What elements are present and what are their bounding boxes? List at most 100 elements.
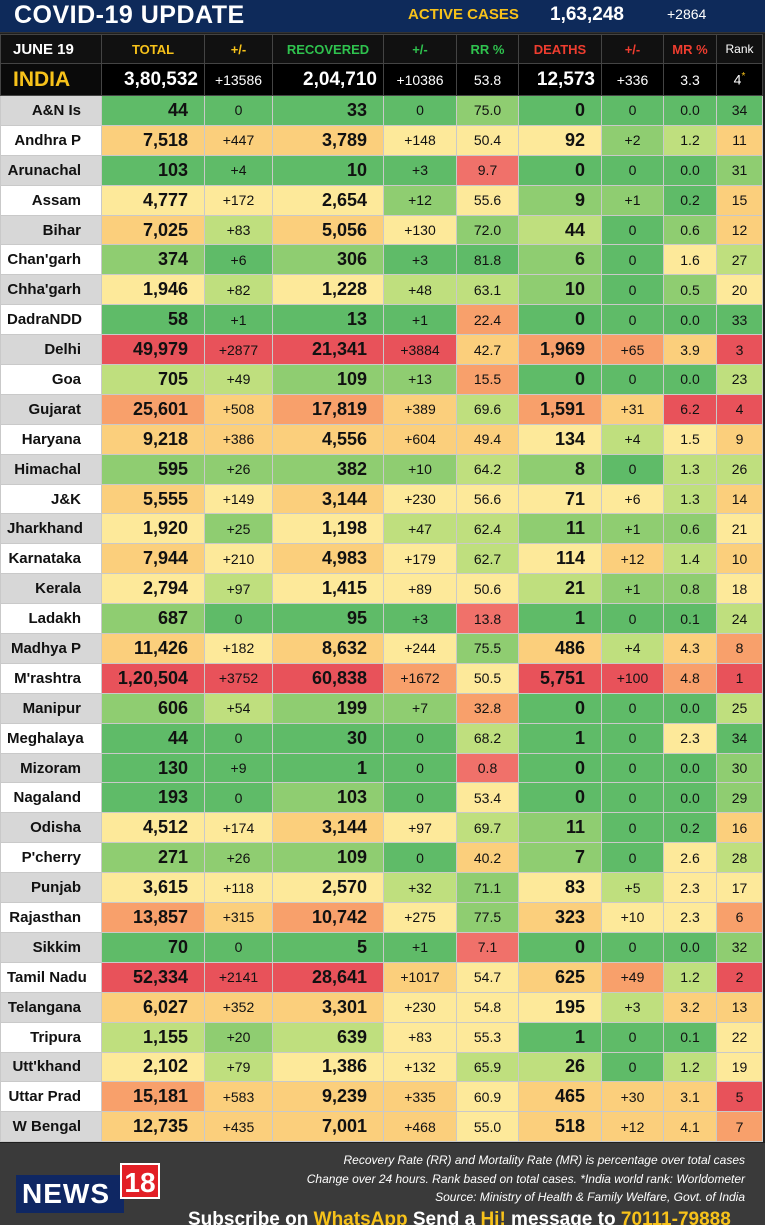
state-recovered-delta: +48: [383, 274, 457, 306]
state-mr: 1.2: [663, 124, 717, 156]
state-rr: 63.1: [456, 274, 519, 306]
state-mr: 2.3: [663, 872, 717, 904]
state-recovered-delta: +335: [383, 1081, 457, 1113]
india-total-delta: +13586: [204, 63, 273, 96]
state-deaths-delta: 0: [601, 812, 664, 844]
state-recovered: 109: [272, 364, 384, 395]
state-row: Himachal 595 +26 382 +10 64.2 8 0 1.3 26: [0, 453, 763, 485]
state-name: Nagaland: [0, 782, 102, 814]
state-total-delta: +315: [204, 902, 273, 933]
state-rank: 14: [716, 483, 763, 515]
state-rr: 62.4: [456, 513, 519, 545]
state-deaths: 9: [518, 184, 602, 216]
state-deaths: 0: [518, 364, 602, 395]
state-recovered-delta: +3: [383, 244, 457, 276]
state-name: DadraNDD: [0, 304, 102, 336]
state-row: Utt'khand 2,102 +79 1,386 +132 65.9 26 0 1.2 19: [0, 1051, 763, 1083]
title-bar: COVID-19 UPDATE ACTIVE CASES 1,63,248 +2…: [0, 0, 765, 33]
whatsapp-link[interactable]: WhatsApp: [313, 1209, 408, 1225]
news18-logo: NEWS 18: [16, 1163, 160, 1213]
state-rank: 9: [716, 423, 763, 455]
state-rr: 15.5: [456, 364, 519, 395]
state-deaths: 195: [518, 991, 602, 1023]
state-deaths: 71: [518, 483, 602, 515]
state-total-delta: +79: [204, 1051, 273, 1083]
state-rr: 68.2: [456, 722, 519, 754]
state-rr: 50.5: [456, 662, 519, 694]
state-deaths: 83: [518, 872, 602, 904]
state-rr: 9.7: [456, 154, 519, 186]
india-row: INDIA 3,80,532 +13586 2,04,710 +10386 53…: [0, 63, 763, 96]
state-total: 193: [101, 782, 205, 814]
state-total: 1,920: [101, 513, 205, 545]
state-deaths-delta: +3: [601, 991, 664, 1023]
footnote-source: Source: Ministry of Health & Family Welf…: [435, 1190, 745, 1204]
state-mr: 1.6: [663, 244, 717, 276]
state-deaths-delta: +4: [601, 423, 664, 455]
state-rr: 56.6: [456, 483, 519, 515]
state-total-delta: +25: [204, 513, 273, 545]
state-rank: 22: [716, 1021, 763, 1053]
state-rank: 28: [716, 842, 763, 874]
state-deaths-delta: +5: [601, 872, 664, 904]
state-mr: 3.1: [663, 1081, 717, 1113]
total-delta-header: +/-: [204, 34, 273, 64]
state-recovered: 1: [272, 752, 384, 784]
state-row: Mizoram 130 +9 1 0 0.8 0 0 0.0 30: [0, 752, 763, 784]
state-mr: 1.4: [663, 543, 717, 575]
state-table: JUNE 19 TOTAL +/- RECOVERED +/- RR % DEA…: [0, 34, 763, 1143]
state-deaths-delta: +31: [601, 393, 664, 425]
state-total-delta: +6: [204, 244, 273, 276]
state-deaths-delta: +12: [601, 543, 664, 575]
state-total-delta: +172: [204, 184, 273, 216]
state-row: Chha'garh 1,946 +82 1,228 +48 63.1 10 0 0.5 20: [0, 274, 763, 306]
state-mr: 2.3: [663, 722, 717, 754]
state-rr: 13.8: [456, 603, 519, 635]
state-deaths: 1: [518, 1021, 602, 1053]
state-deaths: 0: [518, 782, 602, 814]
state-deaths-delta: 0: [601, 95, 664, 126]
state-deaths: 44: [518, 214, 602, 246]
state-recovered: 3,301: [272, 991, 384, 1023]
state-mr: 0.2: [663, 812, 717, 844]
state-recovered-delta: +389: [383, 393, 457, 425]
state-deaths: 0: [518, 154, 602, 186]
state-row: Odisha 4,512 +174 3,144 +97 69.7 11 0 0.2 16: [0, 812, 763, 844]
state-name: Delhi: [0, 334, 102, 366]
state-deaths-delta: 0: [601, 364, 664, 395]
state-total-delta: +386: [204, 423, 273, 455]
state-rank: 4: [716, 393, 763, 425]
state-recovered: 2,654: [272, 184, 384, 216]
state-rank: 24: [716, 603, 763, 635]
state-row: DadraNDD 58 +1 13 +1 22.4 0 0 0.0 33: [0, 304, 763, 336]
state-mr: 0.2: [663, 184, 717, 216]
state-total: 7,025: [101, 214, 205, 246]
state-rr: 53.4: [456, 782, 519, 814]
state-name: Haryana: [0, 423, 102, 455]
state-rr: 50.6: [456, 573, 519, 605]
state-deaths-delta: 0: [601, 603, 664, 635]
state-rank: 23: [716, 364, 763, 395]
state-mr: 0.0: [663, 752, 717, 784]
state-deaths: 0: [518, 931, 602, 963]
state-rank: 2: [716, 961, 763, 993]
state-name: P'cherry: [0, 842, 102, 874]
state-mr: 0.6: [663, 513, 717, 545]
state-name: M'rashtra: [0, 662, 102, 694]
state-rr: 32.8: [456, 692, 519, 724]
state-total-delta: +9: [204, 752, 273, 784]
state-rank: 7: [716, 1111, 763, 1143]
india-total: 3,80,532: [101, 63, 205, 96]
state-deaths-delta: +6: [601, 483, 664, 515]
whatsapp-number[interactable]: 70111-79888: [620, 1209, 731, 1225]
state-recovered: 1,198: [272, 513, 384, 545]
state-rr: 72.0: [456, 214, 519, 246]
active-cases-value: 1,63,248: [550, 4, 624, 25]
mr-header: MR %: [663, 34, 717, 64]
state-deaths: 625: [518, 961, 602, 993]
state-recovered: 10,742: [272, 902, 384, 933]
state-recovered-delta: +244: [383, 633, 457, 664]
rank-header: Rank: [716, 34, 763, 64]
state-total: 25,601: [101, 393, 205, 425]
state-mr: 0.0: [663, 931, 717, 963]
